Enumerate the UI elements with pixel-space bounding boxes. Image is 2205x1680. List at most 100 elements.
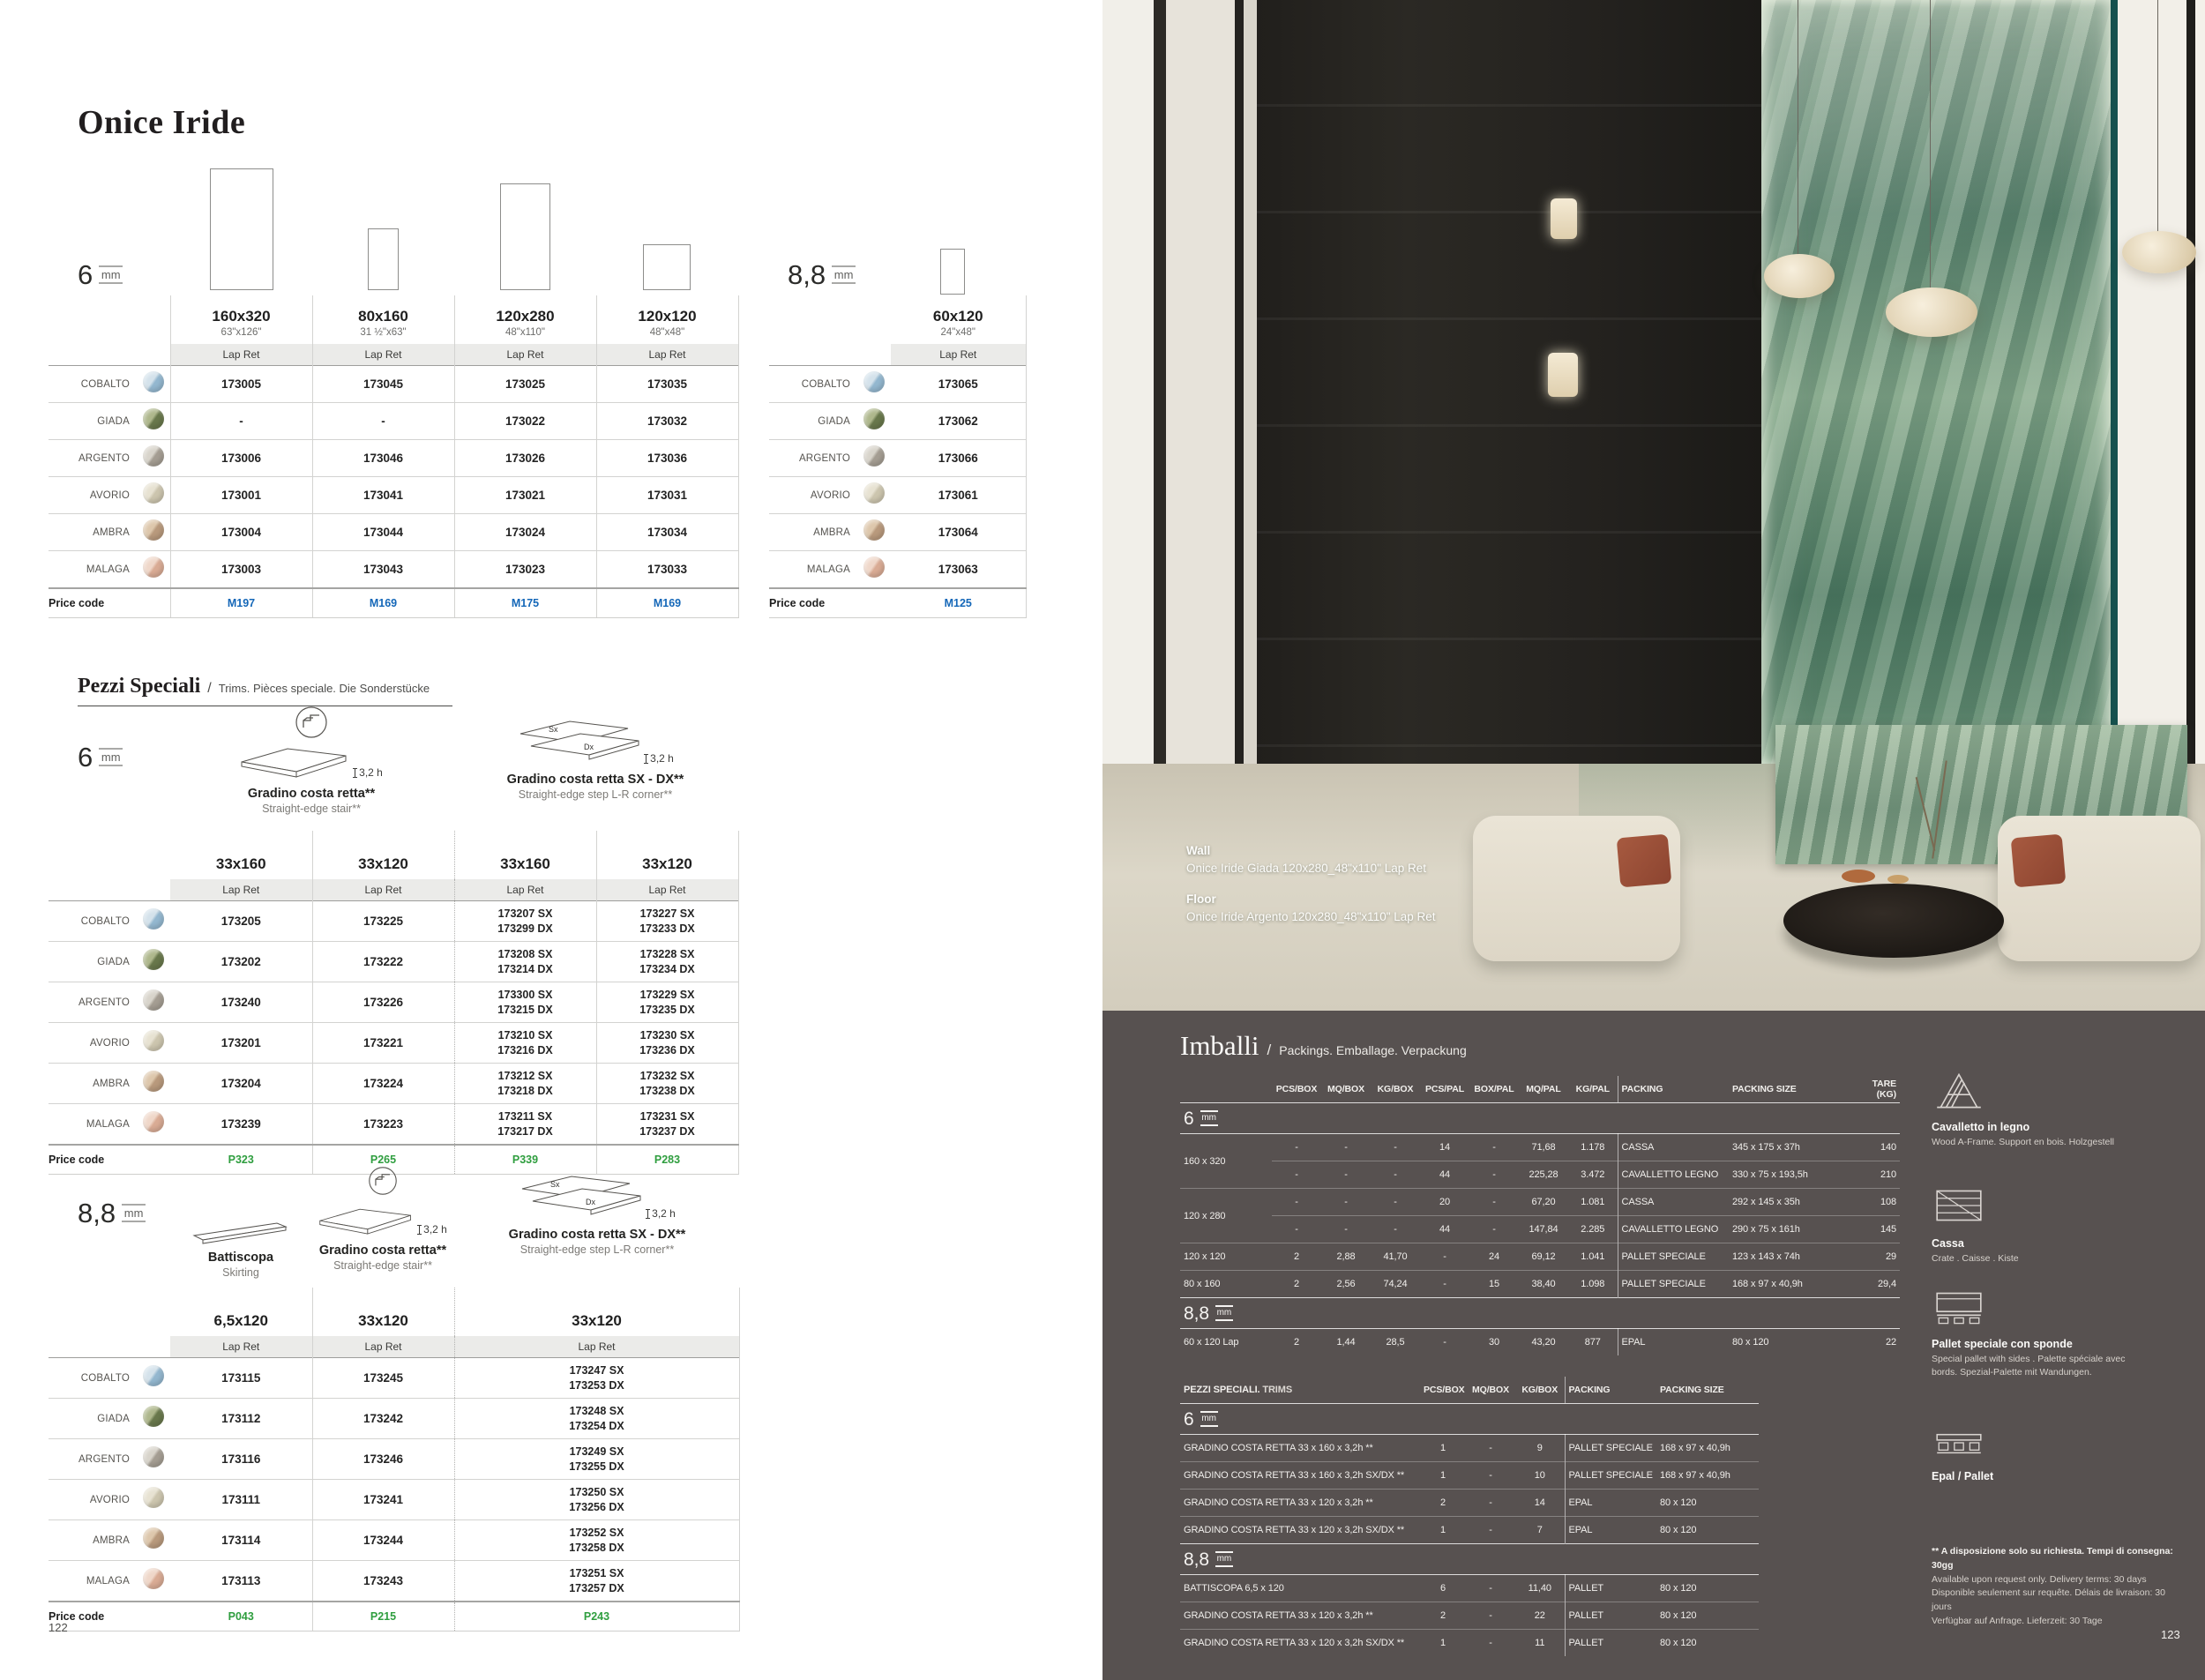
- value-cell: 1.098: [1568, 1270, 1618, 1298]
- trim-name: GRADINO COSTA RETTA 33 x 120 x 3,2h **: [1180, 1602, 1420, 1630]
- packing-size-cell: 80 x 120: [1656, 1629, 1759, 1656]
- product-name: Gradino costa retta**: [318, 1243, 447, 1258]
- size-header-row: 6,5x120 33x120 33x120: [49, 1288, 740, 1336]
- color-label: AMBRA: [769, 513, 857, 551]
- step-drawing: Sx Dx 3,2 h: [455, 1176, 739, 1222]
- color-label: MALAGA: [49, 1103, 137, 1145]
- value-cell: 74,24: [1371, 1270, 1420, 1298]
- price-code: P339: [453, 1144, 596, 1175]
- trim-name: GRADINO COSTA RETTA 33 x 120 x 3,2h **: [1180, 1489, 1420, 1517]
- size-label: 160x320: [212, 308, 271, 325]
- article-code-sx-dx: 173208 SX 173214 DX: [453, 941, 596, 982]
- value-cell: -: [1371, 1188, 1420, 1216]
- section-subtitle: Trims. Pièces speciale. Die Sonderstücke: [218, 682, 430, 695]
- value-cell: 2: [1420, 1602, 1466, 1630]
- color-swatch: [863, 371, 885, 392]
- tile-diagram-120x280: [500, 183, 550, 290]
- value-cell: -: [1469, 1133, 1519, 1161]
- color-swatch: [143, 1527, 164, 1549]
- color-swatch: [143, 908, 164, 930]
- article-code: 173034: [595, 513, 739, 551]
- table-row: COBALTO 173205 173225 173207 SX 173299 DX…: [49, 900, 739, 942]
- price-code-label: Price code: [49, 1601, 170, 1631]
- table-row: AVORIO 173201 173221 173210 SX 173216 DX …: [49, 1022, 739, 1064]
- packing-cell: PALLET SPECIALE: [1564, 1434, 1656, 1462]
- table-row: AMBRA 173064: [769, 513, 1027, 551]
- color-label: ARGENTO: [49, 1438, 137, 1480]
- size-cell: 160 x 320: [1180, 1133, 1272, 1189]
- price-code: P243: [453, 1601, 740, 1631]
- value-cell: 71,68: [1519, 1133, 1568, 1161]
- product-subtitle: Straight-edge stair**: [333, 1259, 432, 1272]
- value-cell: -: [1469, 1188, 1519, 1216]
- mm-unit-icon: mm: [99, 265, 123, 284]
- value-cell: -: [1466, 1629, 1515, 1656]
- size-label: 120x120: [638, 308, 697, 325]
- table-bowl: [1842, 870, 1875, 883]
- value-cell: 3.472: [1568, 1161, 1618, 1189]
- value-cell: -: [1321, 1188, 1371, 1216]
- article-code: 173202: [170, 941, 312, 982]
- trims-row: GRADINO COSTA RETTA 33 x 120 x 3,2h ** 2…: [1180, 1602, 1759, 1630]
- gradino-sx-dx-drawing-icon: Sx Dx: [522, 1176, 641, 1215]
- lamp-cord: [1930, 0, 1931, 291]
- article-code-sx-dx: 173247 SX 173253 DX: [453, 1357, 740, 1399]
- article-code: 173006: [169, 439, 312, 477]
- article-code-sx-dx: 173232 SX 173238 DX: [595, 1063, 739, 1104]
- price-code-label: Price code: [49, 1144, 170, 1175]
- size-cell: 120 x 280: [1180, 1188, 1272, 1243]
- col-header: PACKING: [1617, 1076, 1729, 1103]
- trims-title-sub: TRIMS: [1262, 1385, 1293, 1395]
- value-cell: 20: [1420, 1188, 1469, 1216]
- packing-size-cell: 330 x 75 x 193,5h: [1729, 1161, 1849, 1189]
- pendant-lamp: [1764, 254, 1835, 298]
- special-pallet-icon: [1936, 1292, 1982, 1325]
- finish-row: Lap Ret Lap Ret Lap Ret Lap Ret: [49, 879, 739, 901]
- article-code: 173031: [595, 476, 739, 514]
- packing-row: 160 x 320 - - - 14 - 71,68 1.178 CASSA 3…: [1180, 1133, 1900, 1189]
- thickness-band-88mm: 8,8 mm: [1180, 1543, 1759, 1575]
- article-code: 173005: [169, 365, 312, 403]
- value-cell: -: [1469, 1161, 1519, 1189]
- color-swatch: [143, 1406, 164, 1427]
- article-code: 173114: [170, 1519, 312, 1561]
- size-inches: 31 ½"x63": [360, 327, 407, 338]
- gradino-sx-dx-drawing-icon: Sx Dx: [520, 721, 639, 760]
- article-code: 173239: [170, 1103, 312, 1145]
- article-code: 173033: [595, 550, 739, 588]
- legend-title: Pallet speciale con sponde: [1932, 1338, 2073, 1350]
- article-code-sx-dx: 173250 SX 173256 DX: [453, 1479, 740, 1520]
- product-name: Gradino costa retta**: [247, 787, 376, 801]
- table-row: AMBRA 173004 173044 173024 173034: [49, 513, 739, 551]
- article-code-sx-dx: 173230 SX 173236 DX: [595, 1022, 739, 1064]
- packing-cell: PALLET: [1564, 1574, 1656, 1602]
- article-code: 173046: [311, 439, 454, 477]
- col-header: PCS/BOX: [1272, 1076, 1321, 1103]
- article-code: 173066: [891, 439, 1027, 477]
- article-code: 173241: [311, 1479, 454, 1520]
- height-ibeam-icon: [417, 1224, 422, 1235]
- packing-size-cell: 80 x 120: [1656, 1489, 1759, 1517]
- slash: /: [1267, 1042, 1272, 1058]
- col-header: PACKING SIZE: [1729, 1076, 1849, 1103]
- packing-size-cell: 123 x 143 x 74h: [1729, 1243, 1849, 1271]
- price-code: M125: [891, 587, 1027, 618]
- color-swatch: [863, 482, 885, 504]
- value-cell: -: [1371, 1161, 1420, 1189]
- value-cell: -: [1321, 1161, 1371, 1189]
- lamp-cord: [2157, 0, 2158, 235]
- table-6mm-sizes: 160x320 63"x126" 80x160 31 ½"x63" 120x280 4…: [49, 295, 739, 618]
- col-header: PACKING: [1564, 1377, 1656, 1404]
- size-label: 33x120: [642, 855, 692, 873]
- color-label: GIADA: [49, 1398, 137, 1439]
- article-code: 173224: [311, 1063, 454, 1104]
- color-label: GIADA: [769, 402, 857, 440]
- article-code: 173204: [170, 1063, 312, 1104]
- article-code-sx-dx: 173231 SX 173237 DX: [595, 1103, 739, 1145]
- trims-row: GRADINO COSTA RETTA 33 x 120 x 3,2h SX/D…: [1180, 1629, 1759, 1656]
- packing-cell: PALLET SPECIALE: [1617, 1270, 1729, 1298]
- value-cell: -: [1272, 1215, 1321, 1243]
- size-label: 33x120: [358, 855, 408, 873]
- article-code: 173116: [170, 1438, 312, 1480]
- article-code: 173001: [169, 476, 312, 514]
